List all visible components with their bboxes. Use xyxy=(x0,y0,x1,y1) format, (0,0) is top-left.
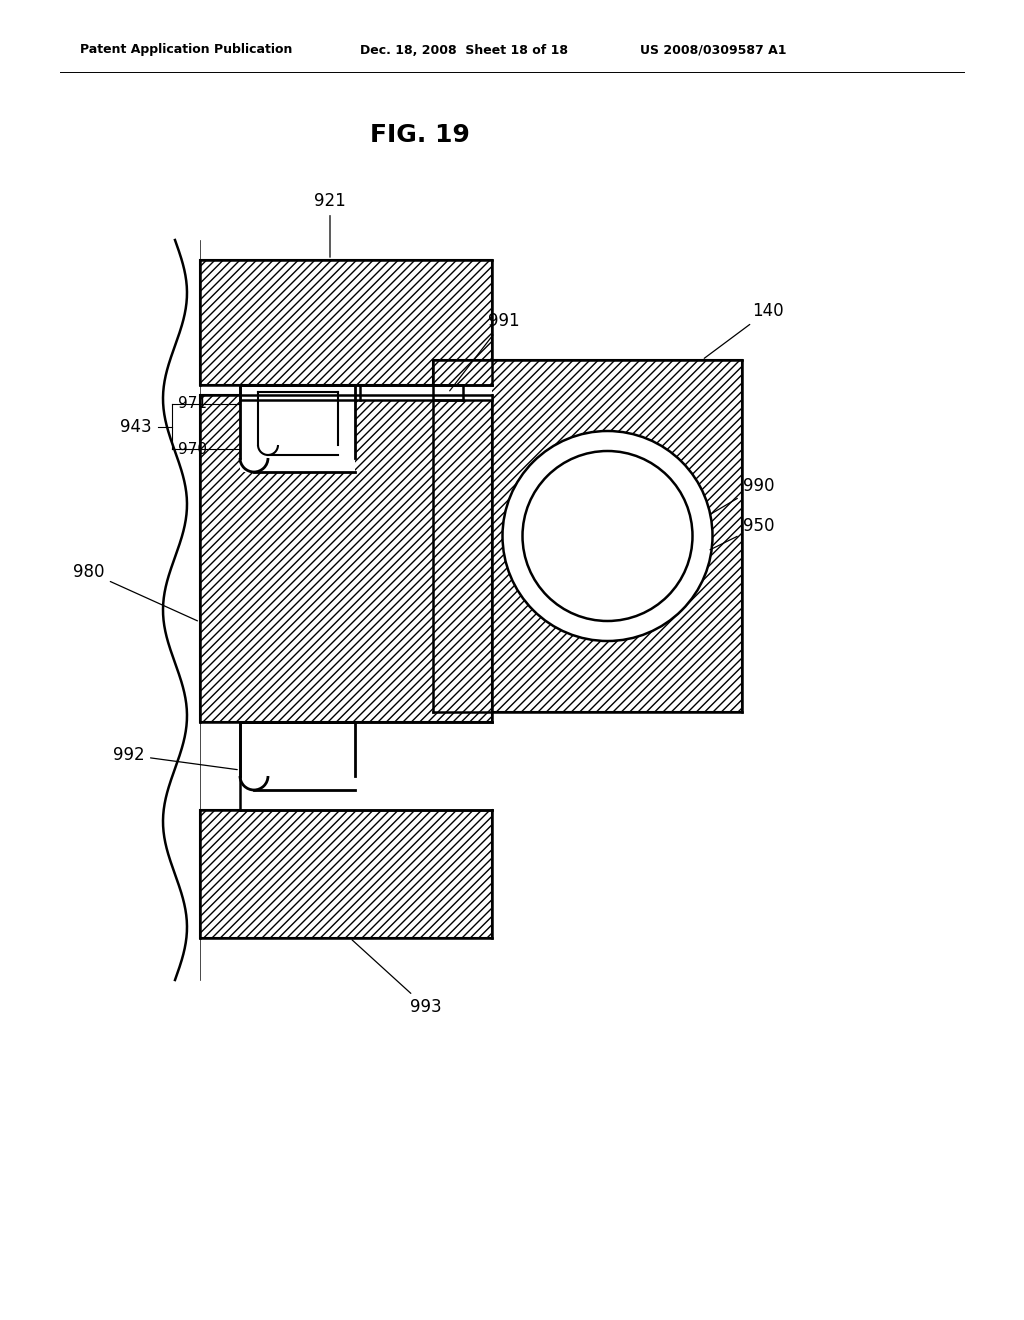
Circle shape xyxy=(503,432,713,642)
Text: 970: 970 xyxy=(178,441,207,457)
Bar xyxy=(200,395,492,722)
Bar xyxy=(433,360,742,711)
Bar xyxy=(240,722,492,810)
Text: 991: 991 xyxy=(450,312,519,391)
Text: US 2008/0309587 A1: US 2008/0309587 A1 xyxy=(640,44,786,57)
Text: 140: 140 xyxy=(705,302,783,358)
Text: 943: 943 xyxy=(121,418,152,436)
Bar xyxy=(200,810,492,939)
Bar xyxy=(240,722,355,789)
Text: 950: 950 xyxy=(710,517,774,549)
Text: 990: 990 xyxy=(710,477,774,515)
Bar xyxy=(240,385,355,473)
Text: Patent Application Publication: Patent Application Publication xyxy=(80,44,293,57)
Bar xyxy=(240,385,492,400)
Text: Dec. 18, 2008  Sheet 18 of 18: Dec. 18, 2008 Sheet 18 of 18 xyxy=(360,44,568,57)
Text: 992: 992 xyxy=(114,746,238,770)
Text: FIG. 19: FIG. 19 xyxy=(370,123,470,147)
Text: 971: 971 xyxy=(178,396,207,412)
Text: 921: 921 xyxy=(314,191,346,257)
Text: 993: 993 xyxy=(352,940,441,1016)
Bar xyxy=(200,260,492,385)
Text: 980: 980 xyxy=(74,564,198,620)
